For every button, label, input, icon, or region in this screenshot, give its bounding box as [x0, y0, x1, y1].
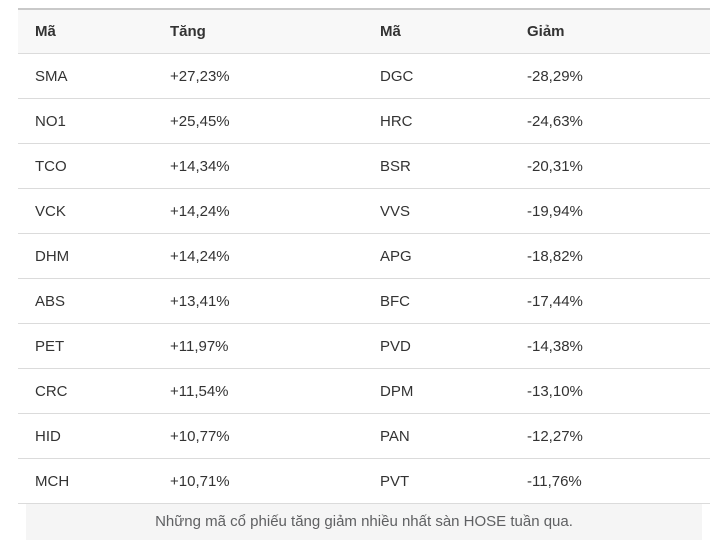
gainer-code: NO1	[18, 98, 153, 144]
table-row: CRC +11,54% DPM -13,10%	[18, 368, 710, 414]
gainer-code: CRC	[18, 368, 153, 414]
gainer-change: +14,24%	[153, 233, 363, 279]
gainer-code: TCO	[18, 143, 153, 189]
loser-code: DPM	[363, 368, 510, 414]
gainer-change: +11,97%	[153, 323, 363, 369]
table-row: SMA +27,23% DGC -28,29%	[18, 53, 710, 99]
loser-change: -11,76%	[510, 458, 710, 504]
gainer-change: +13,41%	[153, 278, 363, 324]
gainer-change: +14,34%	[153, 143, 363, 189]
loser-code: PVT	[363, 458, 510, 504]
table-row: PET +11,97% PVD -14,38%	[18, 323, 710, 369]
table-row: TCO +14,34% BSR -20,31%	[18, 143, 710, 189]
article-figure: Mã Tăng Mã Giảm SMA +27,23% DGC -28,29% …	[18, 8, 710, 540]
loser-change: -14,38%	[510, 323, 710, 369]
loser-code: BFC	[363, 278, 510, 324]
table-row: VCK +14,24% VVS -19,94%	[18, 188, 710, 234]
gainer-change: +10,77%	[153, 413, 363, 459]
loser-change: -19,94%	[510, 188, 710, 234]
header-loser-code: Mã	[363, 9, 510, 54]
gainer-code: DHM	[18, 233, 153, 279]
header-loss: Giảm	[510, 9, 710, 54]
header-gainer-code: Mã	[18, 9, 153, 54]
loser-change: -18,82%	[510, 233, 710, 279]
loser-code: PAN	[363, 413, 510, 459]
table-row: HID +10,77% PAN -12,27%	[18, 413, 710, 459]
gainer-change: +14,24%	[153, 188, 363, 234]
loser-code: HRC	[363, 98, 510, 144]
loser-change: -20,31%	[510, 143, 710, 189]
table-row: MCH +10,71% PVT -11,76%	[18, 458, 710, 504]
header-gain: Tăng	[153, 9, 363, 54]
gainer-code: PET	[18, 323, 153, 369]
gainer-change: +11,54%	[153, 368, 363, 414]
gainer-change: +27,23%	[153, 53, 363, 99]
table-row: DHM +14,24% APG -18,82%	[18, 233, 710, 279]
loser-change: -12,27%	[510, 413, 710, 459]
gainer-code: ABS	[18, 278, 153, 324]
loser-code: APG	[363, 233, 510, 279]
header-row: Mã Tăng Mã Giảm	[18, 9, 710, 54]
loser-code: PVD	[363, 323, 510, 369]
gainer-code: MCH	[18, 458, 153, 504]
gainer-code: VCK	[18, 188, 153, 234]
loser-code: VVS	[363, 188, 510, 234]
loser-change: -17,44%	[510, 278, 710, 324]
loser-change: -13,10%	[510, 368, 710, 414]
gainer-change: +10,71%	[153, 458, 363, 504]
table-row: ABS +13,41% BFC -17,44%	[18, 278, 710, 324]
loser-change: -24,63%	[510, 98, 710, 144]
table-caption: Những mã cổ phiếu tăng giảm nhiều nhất s…	[26, 504, 702, 540]
table-row: NO1 +25,45% HRC -24,63%	[18, 98, 710, 144]
gainer-change: +25,45%	[153, 98, 363, 144]
gainer-code: HID	[18, 413, 153, 459]
loser-code: BSR	[363, 143, 510, 189]
stock-movers-table: Mã Tăng Mã Giảm SMA +27,23% DGC -28,29% …	[18, 8, 710, 504]
gainer-code: SMA	[18, 53, 153, 99]
loser-change: -28,29%	[510, 53, 710, 99]
loser-code: DGC	[363, 53, 510, 99]
